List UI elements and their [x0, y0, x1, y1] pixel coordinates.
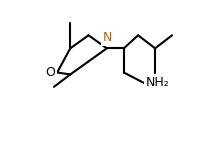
Text: N: N [103, 31, 112, 44]
Text: NH₂: NH₂ [146, 76, 170, 89]
Text: O: O [45, 66, 55, 79]
